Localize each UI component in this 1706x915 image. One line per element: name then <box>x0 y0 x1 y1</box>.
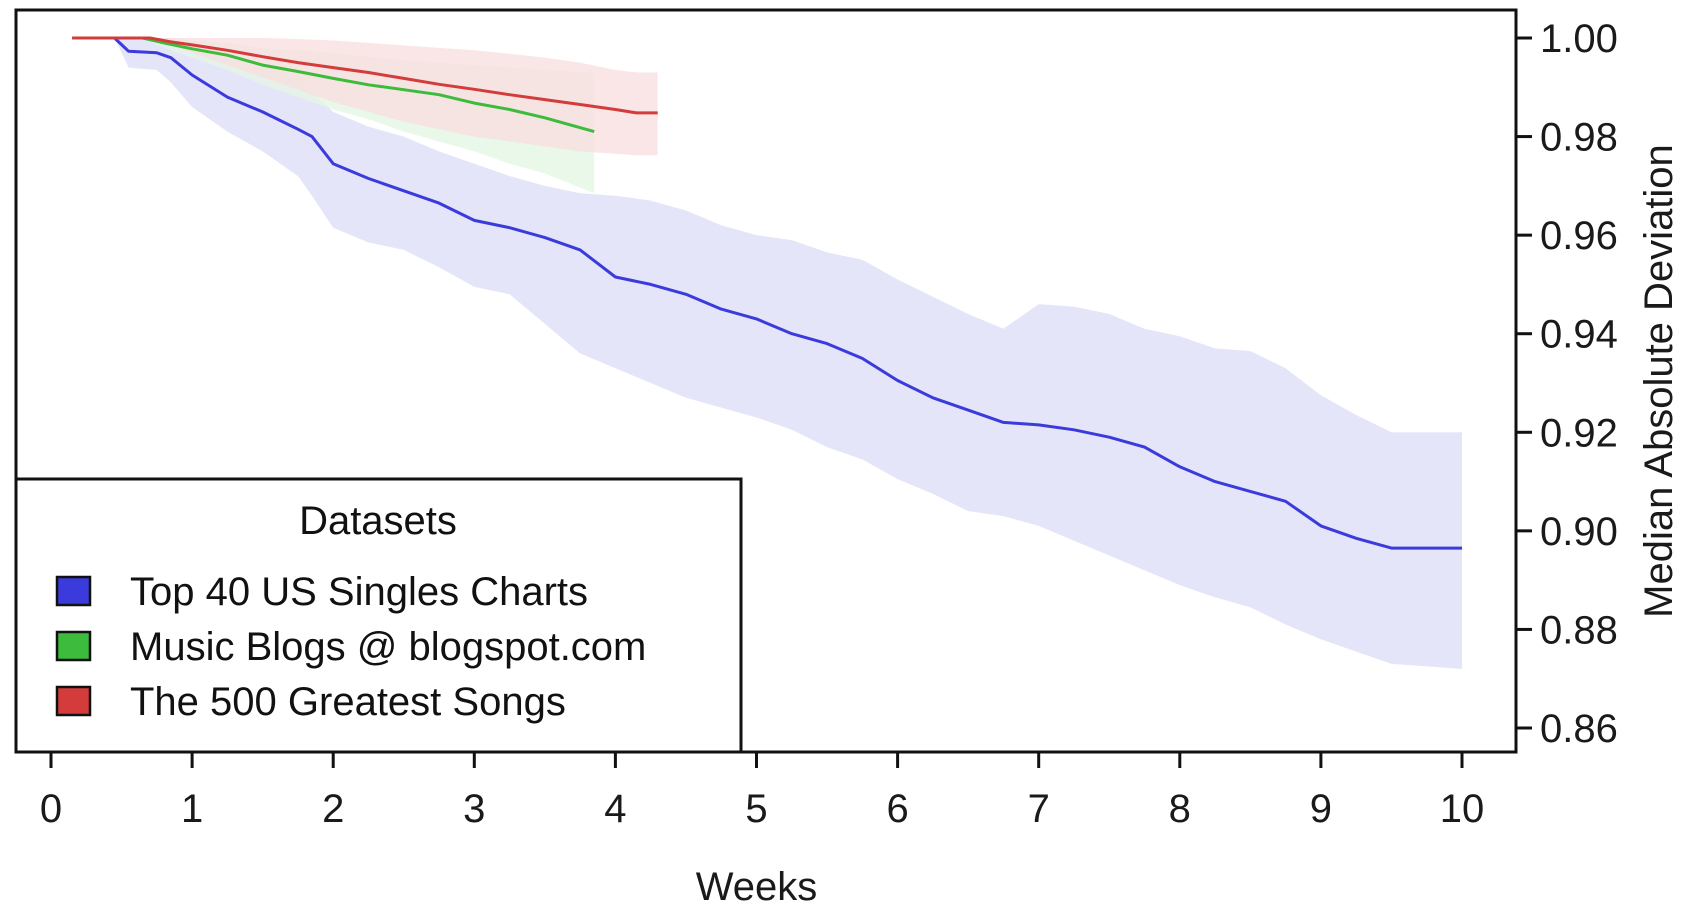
y-axis-title: Median Absolute Deviation <box>1637 144 1681 618</box>
y-tick-label: 0.90 <box>1540 510 1618 554</box>
legend-entries: Top 40 US Singles Charts Music Blogs @ bl… <box>55 570 646 724</box>
line-series-3 <box>72 36 658 115</box>
series-lines <box>72 36 1462 550</box>
legend-entry-label: Top 40 US Singles Charts <box>130 570 588 614</box>
y-tick-label: 0.96 <box>1540 214 1618 258</box>
x-tick-label: 3 <box>463 787 485 831</box>
x-tick-label: 4 <box>604 787 626 831</box>
x-tick-label: 5 <box>745 787 767 831</box>
x-tick-label: 10 <box>1440 787 1485 831</box>
legend-swatch <box>55 630 92 662</box>
line-series-2 <box>72 36 595 134</box>
line-series-1 <box>72 36 1462 550</box>
y-tick-label: 0.92 <box>1540 411 1618 455</box>
plot-frame <box>14 8 1518 754</box>
legend-swatch <box>55 685 92 717</box>
x-axis: 0 1 2 3 4 5 6 7 8 9 10 <box>40 752 1484 831</box>
y-axis: 0.86 0.88 0.90 0.92 0.94 0.96 0.98 1.00 <box>1516 17 1618 751</box>
legend-box <box>14 477 743 754</box>
legend-title: Datasets <box>299 499 457 543</box>
x-tick-label: 7 <box>1028 787 1050 831</box>
legend-entry-label: Music Blogs @ blogspot.com <box>130 625 646 669</box>
x-tick-label: 1 <box>181 787 203 831</box>
legend: Datasets Top 40 US Singles Charts Music B… <box>14 477 743 754</box>
x-tick-label: 2 <box>322 787 344 831</box>
legend-swatch <box>55 575 92 607</box>
x-tick-label: 6 <box>886 787 908 831</box>
y-tick-label: 0.86 <box>1540 707 1618 751</box>
y-tick-label: 0.88 <box>1540 608 1618 652</box>
x-axis-title: Weeks <box>696 865 818 909</box>
x-tick-label: 9 <box>1310 787 1332 831</box>
y-tick-label: 1.00 <box>1540 17 1618 61</box>
band-series-3 <box>72 38 658 156</box>
y-tick-label: 0.94 <box>1540 313 1618 357</box>
legend-entry-label: The 500 Greatest Songs <box>130 680 566 724</box>
x-tick-label: 8 <box>1169 787 1191 831</box>
x-tick-label: 0 <box>40 787 62 831</box>
y-tick-label: 0.98 <box>1540 116 1618 160</box>
